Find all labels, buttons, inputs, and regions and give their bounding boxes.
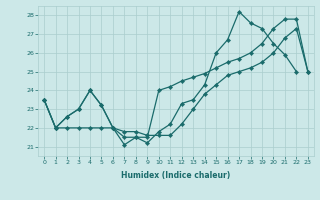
X-axis label: Humidex (Indice chaleur): Humidex (Indice chaleur) (121, 171, 231, 180)
